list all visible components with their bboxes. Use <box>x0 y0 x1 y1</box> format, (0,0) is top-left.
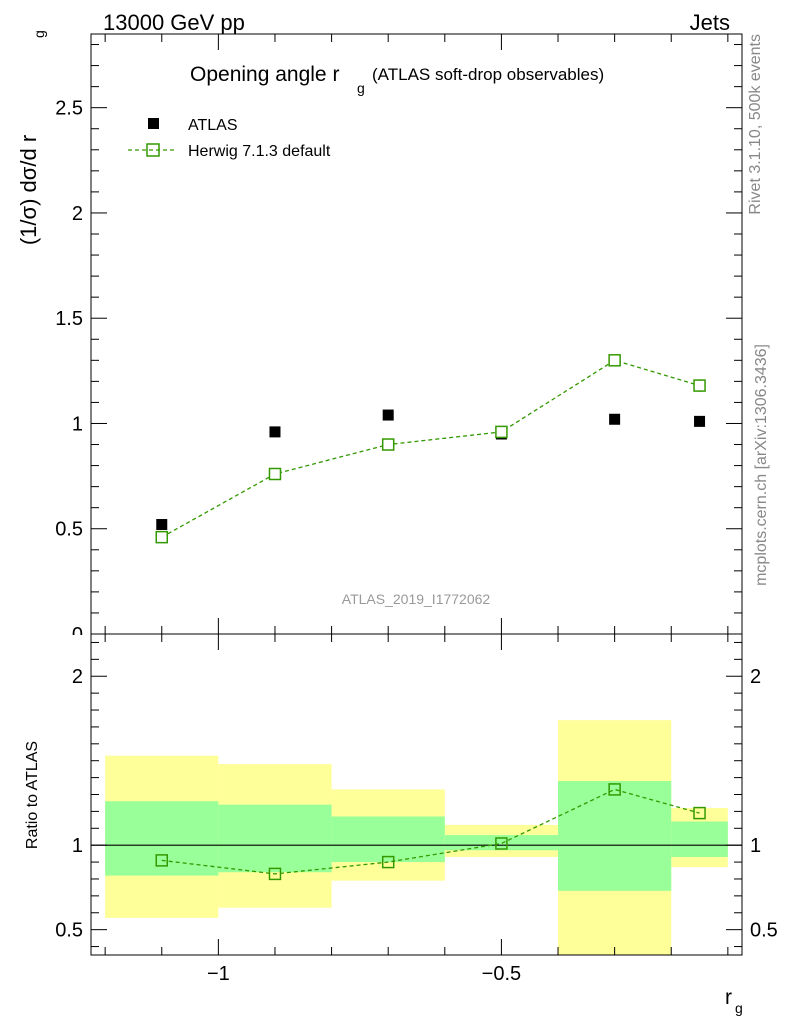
main-y-tick-label: 0.5 <box>55 519 83 541</box>
x-axis-label-text: r <box>725 986 732 1009</box>
ratio-y-tick-label-right: 0.5 <box>750 920 778 942</box>
main-title-subscript: g <box>357 80 365 96</box>
atlas-data-point <box>156 519 168 531</box>
x-tick-label: −1 <box>207 963 230 985</box>
ratio-y-tick-label-left: 0.5 <box>55 920 83 942</box>
x-axis-label: r g <box>725 986 743 1016</box>
main-y-tick-label: 2.5 <box>55 98 83 120</box>
rivet-info-label: Rivet 3.1.10, 500k events <box>747 34 764 215</box>
herwig-data-point <box>268 467 282 481</box>
legend-atlas-marker <box>148 118 159 129</box>
uncertainty-band-inner <box>671 821 728 858</box>
herwig-ratio-point <box>608 783 621 796</box>
herwig-data-point <box>693 379 706 392</box>
legend: ATLAS Herwig 7.1.3 default <box>128 117 331 160</box>
main-y-tick-label: 1.5 <box>55 308 83 330</box>
herwig-line <box>161 359 700 538</box>
x-axis-label-subscript: g <box>735 1000 743 1016</box>
uncertainty-band-inner <box>218 804 332 873</box>
ratio-y-tick-label-right: 2 <box>750 666 761 688</box>
uncertainty-band-inner <box>105 801 219 876</box>
main-title-text: Opening angle r <box>190 63 339 86</box>
main-y-label-subscript: g <box>31 30 47 38</box>
herwig-ratio-point <box>268 867 282 881</box>
process-label: Jets <box>690 10 730 35</box>
uncertainty-band-inner <box>558 780 672 891</box>
zero-label-mask <box>40 635 90 649</box>
herwig-data-point <box>608 354 621 367</box>
main-title: Opening angle r g (ATLAS soft-drop obser… <box>190 63 604 96</box>
herwig-data-point <box>155 530 169 544</box>
collision-energy-label: 13000 GeV pp <box>103 10 245 35</box>
x-tick-label: −0.5 <box>482 963 521 985</box>
herwig-ratio-point <box>381 855 395 869</box>
mcplots-label: mcplots.cern.ch [arXiv:1306.3436] <box>753 344 770 586</box>
ratio-y-tick-label-left: 2 <box>72 666 83 688</box>
uncertainty-band-inner <box>331 816 445 863</box>
main-panel: 0.511.522.50 <box>40 33 743 649</box>
main-title-suffix: (ATLAS soft-drop observables) <box>372 65 604 84</box>
atlas-data-point <box>609 413 621 425</box>
legend-herwig-marker <box>146 143 160 157</box>
atlas-data-point <box>382 409 394 421</box>
atlas-data-point <box>269 426 281 438</box>
ratio-y-tick-label-right: 1 <box>750 835 761 857</box>
herwig-ratio-point <box>693 806 706 820</box>
herwig-ratio-point <box>155 854 169 867</box>
ratio-y-tick-label-left: 1 <box>72 835 83 857</box>
herwig-ratio-point <box>495 837 508 850</box>
main-y-tick-label: 1 <box>72 413 83 435</box>
herwig-data-point <box>381 438 395 451</box>
main-y-tick-label: 2 <box>72 203 83 225</box>
analysis-id-label: ATLAS_2019_I1772062 <box>342 591 491 607</box>
legend-atlas-label: ATLAS <box>188 117 238 134</box>
svg-text:Opening angle r: Opening angle r <box>190 63 339 86</box>
main-y-label-text: (1/σ) dσ/d r <box>16 135 41 245</box>
legend-herwig-label: Herwig 7.1.3 default <box>188 143 331 160</box>
ratio-y-axis-label: Ratio to ATLAS <box>24 741 41 849</box>
herwig-data-point <box>495 425 508 439</box>
ratio-panel: 0.5 0.5 1 1 2 2 −1 −0.5 <box>55 633 778 985</box>
uncertainty-band-inner <box>444 835 559 851</box>
atlas-data-point <box>694 415 706 427</box>
main-y-axis-label: (1/σ) dσ/d r g <box>16 30 47 245</box>
